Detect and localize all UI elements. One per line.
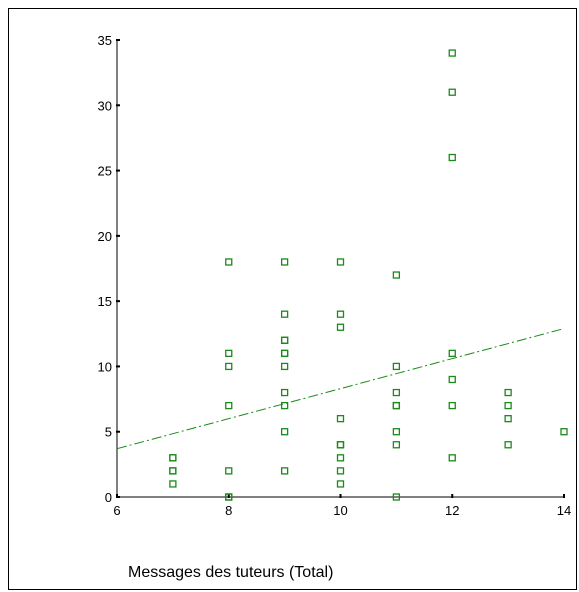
x-tick-label: 8 [225,503,232,518]
y-tick-label: 5 [105,425,112,440]
data-point [392,271,401,279]
data-point [392,428,401,436]
data-point [392,493,401,501]
x-tick-label: 14 [557,503,571,518]
data-point [392,401,401,410]
y-tick-label: 0 [105,490,112,505]
data-point [169,454,177,462]
data-point [448,49,456,57]
data-point [225,493,233,501]
x-tick-label: 6 [113,503,120,518]
data-point [169,480,177,488]
y-tick-label: 25 [98,164,112,179]
data-point [225,349,233,358]
data-point [169,467,177,475]
y-tick-label: 30 [98,98,112,113]
data-point [448,88,456,96]
fit-line-group [116,328,565,450]
scatter-plot: 0 5 10 15 20 25 30 35 6 8 10 12 14 [98,33,572,518]
data-point [448,375,456,384]
data-point [448,454,456,462]
data-point [504,441,512,449]
data-point [280,336,289,344]
data-point [336,441,345,449]
data-point [336,467,345,475]
data-point [280,258,289,266]
data-point [225,401,233,410]
data-point [392,388,401,397]
data-point [280,467,289,475]
data-point [169,467,177,475]
data-point [336,258,345,266]
data-point [280,310,289,318]
data-point [225,258,233,266]
data-point [336,323,345,331]
data-point [504,388,512,397]
x-tick-label: 10 [333,503,347,518]
data-point [504,401,512,410]
axes: 0 5 10 15 20 25 30 35 6 8 10 12 14 [98,33,572,518]
data-point [448,153,456,162]
data-point [280,401,289,410]
y-tick-label: 20 [98,229,112,244]
data-point [448,401,456,410]
data-point [225,362,233,371]
data-point [169,454,177,462]
data-point [392,401,401,410]
data-point [448,349,456,358]
data-point [280,336,289,344]
x-axis-label: Messages des tuteurs (Total) [128,564,334,581]
data-point [280,388,289,397]
data-point [280,428,289,436]
y-tick-label: 15 [98,294,112,309]
data-point [280,362,289,371]
data-point [336,310,345,318]
data-point [392,362,401,371]
data-point [336,480,345,488]
data-point [392,441,401,449]
fit-line [116,328,565,450]
y-tick-label: 10 [98,359,112,374]
data-point [336,454,345,462]
data-point [560,428,568,436]
points-group [169,49,568,501]
data-point [280,349,289,358]
x-tick-label: 12 [445,503,459,518]
y-tick-label: 35 [98,33,112,48]
data-point [280,349,289,358]
data-point [336,441,345,449]
data-point [225,467,233,475]
data-point [504,415,512,423]
data-point [336,415,345,423]
chart-frame: 0 5 10 15 20 25 30 35 6 8 10 12 14 Messages des tute… [8,8,577,590]
